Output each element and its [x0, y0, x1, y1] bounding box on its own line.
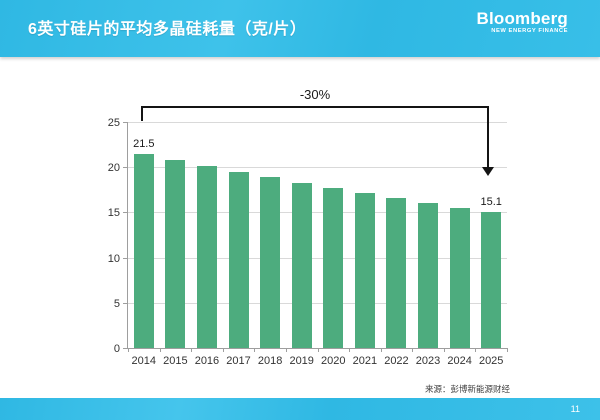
- y-axis-tick: [123, 212, 128, 214]
- y-axis-label: 15: [107, 207, 120, 220]
- bar-slot: 2020: [317, 122, 350, 367]
- x-axis-tick: [317, 348, 319, 352]
- x-axis-tick: [507, 348, 508, 352]
- x-axis-label: 2025: [478, 355, 504, 367]
- bar-slot: 2023: [412, 122, 444, 367]
- x-axis-label: 2021: [352, 355, 378, 367]
- down-arrow-icon: [482, 167, 494, 176]
- bar-2025: [481, 211, 502, 348]
- y-axis-label: 20: [107, 162, 120, 175]
- bloomberg-logo: Bloomberg NEW ENERGY FINANCE: [476, 10, 568, 35]
- bar-slot: 2017: [222, 122, 255, 367]
- bar-2021: [354, 193, 375, 348]
- x-axis-tick: [285, 348, 287, 352]
- bar-2014: [133, 153, 154, 348]
- bar-2019: [291, 182, 312, 348]
- bar-2024: [449, 207, 470, 348]
- page-title: 6英寸硅片的平均多晶硅耗量（克/片）: [28, 21, 307, 38]
- annotation-bracket-left-leg: [141, 106, 143, 121]
- bar-2018: [260, 177, 281, 348]
- gridline: [128, 257, 507, 259]
- y-axis-tick: [123, 257, 128, 259]
- x-axis-label: 2015: [163, 355, 188, 367]
- x-axis-tick: [128, 348, 129, 352]
- slide-footer: 11: [0, 398, 600, 420]
- bar-2016: [196, 166, 217, 348]
- bar-2022: [386, 197, 407, 348]
- bar-2017: [228, 171, 249, 348]
- x-axis-tick: [443, 348, 445, 352]
- x-axis-label: 2017: [226, 355, 251, 367]
- x-axis-tick: [191, 348, 193, 352]
- y-axis-tick: [123, 302, 128, 304]
- x-axis-tick: [349, 348, 351, 352]
- y-axis-label: 25: [107, 117, 120, 129]
- logo-brand: Bloomberg: [476, 9, 568, 28]
- bar-2023: [418, 203, 439, 348]
- logo-tagline: NEW ENERGY FINANCE: [491, 27, 568, 34]
- annotation-bracket-line: [141, 106, 489, 108]
- x-axis-tick: [412, 348, 414, 352]
- x-axis-label: 2014: [131, 355, 157, 367]
- y-axis-label: 0: [113, 343, 120, 355]
- x-axis-label: 2020: [321, 355, 346, 367]
- gridline: [128, 167, 507, 169]
- x-axis-label: 2019: [289, 355, 314, 367]
- annotation-label: -30%: [299, 87, 331, 102]
- bar-slot: 2025 15.1: [475, 122, 507, 367]
- bar-2020: [323, 188, 344, 348]
- bar-value-label: 21.5: [133, 137, 155, 150]
- bar-slot: 2014 21.5: [128, 122, 160, 367]
- bar-slot: 2024: [443, 122, 476, 367]
- source-note: 来源：彭博新能源财经: [424, 384, 510, 394]
- gridline: [128, 212, 507, 214]
- x-axis-tick: [380, 348, 382, 352]
- gridline: [128, 302, 507, 304]
- y-axis-label: 5: [113, 297, 120, 310]
- bar-value-label: 15.1: [480, 195, 502, 208]
- y-axis-label: 10: [107, 252, 120, 265]
- slide-header: 6英寸硅片的平均多晶硅耗量（克/片） Bloomberg NEW ENERGY …: [0, 0, 600, 57]
- x-axis-label: 2022: [384, 355, 409, 367]
- x-axis-label: 2023: [415, 355, 441, 367]
- bar-2015: [165, 159, 186, 348]
- x-axis-label: 2024: [447, 355, 472, 367]
- x-axis-tick: [475, 348, 477, 352]
- y-axis-tick: [123, 348, 128, 349]
- bar-slot: 2015: [159, 122, 192, 367]
- y-axis-tick: [123, 122, 128, 123]
- x-axis-label: 2016: [194, 355, 220, 367]
- gridline: [128, 122, 507, 123]
- plot-area: 0 5 10 15 20 25 2014 21.5 2015 2016 2017 2018 2019 20…: [108, 117, 508, 367]
- y-axis-tick: [123, 167, 128, 169]
- x-axis-label: 2018: [257, 355, 283, 367]
- bar-slot: 2021: [349, 122, 381, 367]
- bar-slot: 2022: [380, 122, 413, 367]
- bar-slot: 2016: [191, 122, 223, 367]
- page-number: 11: [570, 404, 580, 414]
- annotation-arrow-line: [487, 106, 489, 168]
- bar-slot: 2018: [254, 122, 286, 367]
- bar-slot: 2019: [285, 122, 318, 367]
- x-axis-tick: [254, 348, 256, 352]
- x-axis-tick: [222, 348, 224, 352]
- x-axis-tick: [159, 348, 161, 352]
